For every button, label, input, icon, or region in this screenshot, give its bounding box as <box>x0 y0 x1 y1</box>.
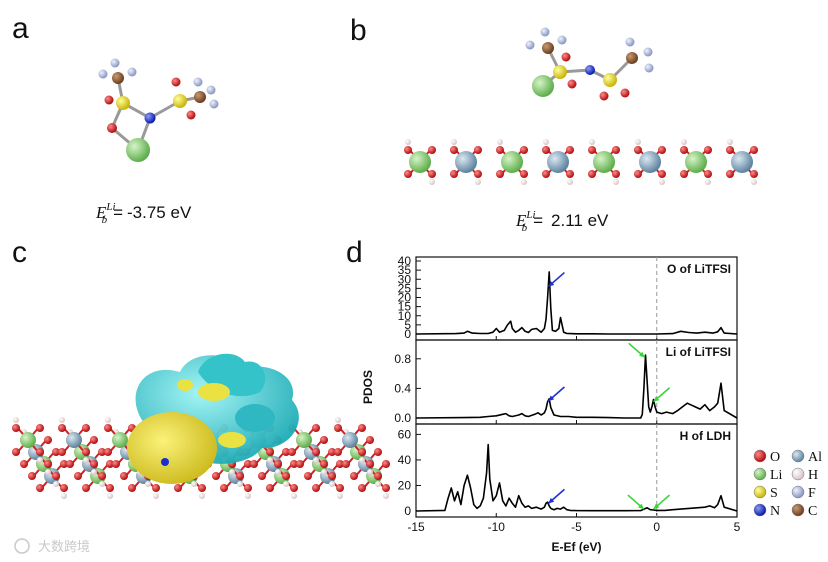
legend-swatch-c <box>791 503 805 517</box>
x-tick-label: 5 <box>734 520 741 534</box>
pdos-series-line <box>415 443 738 512</box>
annotation-arrowhead <box>653 503 660 510</box>
watermark-text: 大数跨境 <box>38 540 90 555</box>
y-tick-label: 0.8 <box>394 352 411 366</box>
y-tick-label: 40 <box>398 254 412 268</box>
x-axis-label: E-Ef (eV) <box>551 540 601 554</box>
li-atom <box>126 138 150 162</box>
panel-label-b: b <box>350 14 367 47</box>
legend-label-h: H <box>808 468 818 483</box>
watermark-logo-icon <box>14 538 30 554</box>
x-tick-label: -15 <box>407 520 425 534</box>
legend-swatch-s <box>753 485 767 499</box>
molecule-a <box>98 58 219 162</box>
legend-label-n: N <box>770 504 780 519</box>
annotation-arrowhead <box>548 395 555 401</box>
legend-label-o: O <box>770 450 780 465</box>
y-tick-label: 0.0 <box>394 411 411 425</box>
y-tick-label: 0.4 <box>394 381 411 395</box>
charge-density-isosurface <box>127 353 299 484</box>
legend-label-s: S <box>770 486 778 501</box>
legend-swatch-n <box>753 503 767 517</box>
y-tick-label: 30 <box>398 272 412 286</box>
annotation-arrowhead <box>653 396 660 402</box>
legend-swatch-al <box>791 449 805 463</box>
y-tick-label: 10 <box>398 309 412 323</box>
panel-label-d: d <box>346 236 363 269</box>
binding-energy-a: ELi b = -3.75 eV <box>95 201 192 226</box>
pdos-series-line <box>415 354 738 419</box>
legend-swatch-o <box>753 449 767 463</box>
watermark: 大数跨境 <box>14 538 90 555</box>
pdos-panel-title: Li of LiTFSI <box>666 345 731 359</box>
y-tick-label: 0 <box>404 327 411 341</box>
pdos-series-line <box>415 271 738 335</box>
legend-label-li: Li <box>770 468 783 483</box>
annotation-arrowhead <box>548 281 555 287</box>
y-axis-label: PDOS <box>361 370 375 404</box>
pdos-panel-title: O of LiTFSI <box>667 262 731 276</box>
panel-label-a: a <box>12 12 29 45</box>
element-legend: O Li SN Al HFC <box>753 449 822 519</box>
ldh-slab-b <box>404 139 758 185</box>
legend-swatch-li <box>753 467 767 481</box>
legend-swatch-f <box>791 485 805 499</box>
panel-label-c: c <box>12 236 27 269</box>
x-tick-label: 0 <box>653 520 660 534</box>
y-tick-label: 60 <box>398 427 412 441</box>
y-tick-label: 25 <box>398 281 412 295</box>
molecule-b <box>525 27 654 101</box>
y-tick-label: 35 <box>398 263 412 277</box>
annotation-arrowhead <box>638 503 644 510</box>
y-tick-label: 5 <box>404 318 411 332</box>
legend-label-c: C <box>808 504 817 519</box>
y-tick-label: 20 <box>398 291 412 305</box>
legend-swatch-h <box>791 467 805 481</box>
y-tick-label: 40 <box>398 453 412 467</box>
binding-energy-b: ELi b = 2.11 eV <box>515 209 609 234</box>
y-tick-label: 15 <box>398 300 412 314</box>
annotation-arrowhead <box>638 351 645 358</box>
legend-label-f: F <box>808 486 816 501</box>
x-tick-label: -5 <box>571 520 582 534</box>
pdos-panel-title: H of LDH <box>680 429 731 443</box>
legend-label-al: Al <box>808 450 822 465</box>
y-tick-label: 20 <box>398 478 412 492</box>
annotation-arrowhead <box>548 497 555 504</box>
x-tick-label: -10 <box>488 520 506 534</box>
y-tick-label: 0 <box>404 504 411 518</box>
